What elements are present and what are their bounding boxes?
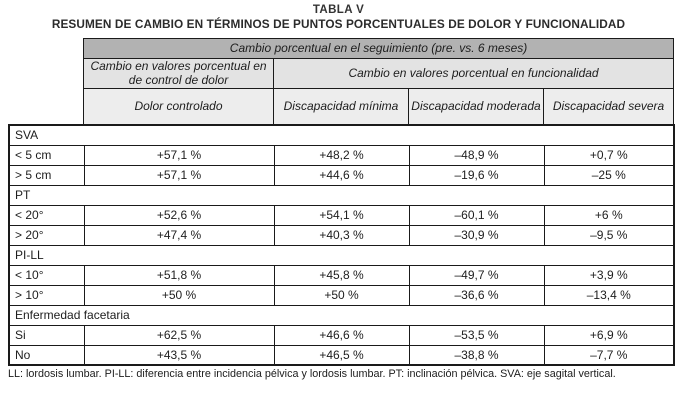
table-title: TABLA V [312, 4, 365, 16]
table-subtitle: RESUMEN DE CAMBIO EN TÉRMINOS DE PUNTOS … [51, 17, 626, 31]
value-cell: +43,5 % [83, 344, 275, 366]
value-cell: –53,5 % [408, 324, 545, 346]
section-row-pt: PT [8, 184, 675, 206]
header-top-cell: Cambio porcentual en el seguimiento (pre… [82, 38, 675, 59]
data-table: SVA < 5 cm +57,1 % +48,2 % –48,9 % +0,7 … [8, 124, 676, 366]
value-cell: –25 % [543, 164, 675, 186]
value-cell: +6 % [543, 204, 675, 226]
value-cell: +46,6 % [273, 324, 410, 346]
row-label-cell: No [8, 344, 85, 366]
data-row: > 5 cm +57,1 % +44,6 % –19,6 % –25 % [8, 164, 675, 186]
section-row-sva: SVA [8, 124, 675, 146]
col-header-discapacidad-minima: Discapacidad mínima [273, 88, 409, 125]
header-pain-group-cell: Cambio en valores porcentual en de contr… [83, 58, 274, 89]
data-row: < 10° +51,8 % +45,8 % –49,7 % +3,9 % [8, 264, 675, 286]
row-label-cell: > 5 cm [8, 164, 85, 186]
data-row: > 20° +47,4 % +40,3 % –30,9 % –9,5 % [8, 224, 675, 246]
value-cell: –19,6 % [408, 164, 545, 186]
row-label-cell: > 20° [8, 224, 85, 246]
section-label: PI-LL [8, 244, 675, 266]
value-cell: –49,7 % [408, 264, 545, 286]
value-cell: +3,9 % [543, 264, 675, 286]
value-cell: +47,4 % [83, 224, 275, 246]
section-label: SVA [8, 124, 675, 146]
data-row: > 10° +50 % +50 % –36,6 % –13,4 % [8, 284, 675, 306]
value-cell: +48,2 % [273, 144, 410, 166]
section-row-pill: PI-LL [8, 244, 675, 266]
col-header-discapacidad-moderada: Discapacidad moderada [408, 88, 544, 125]
value-cell: –60,1 % [408, 204, 545, 226]
header-row-columns: Dolor controlado Discapacidad mínima Dis… [83, 88, 675, 125]
value-cell: +57,1 % [83, 164, 275, 186]
value-cell: –7,7 % [543, 344, 675, 366]
value-cell: –38,8 % [408, 344, 545, 366]
header-row-top: Cambio porcentual en el seguimiento (pre… [82, 38, 675, 59]
table-footnote: LL: lordosis lumbar. PI-LL: diferencia e… [8, 368, 616, 380]
value-cell: +44,6 % [273, 164, 410, 186]
row-label-cell: < 5 cm [8, 144, 85, 166]
value-cell: +0,7 % [543, 144, 675, 166]
value-cell: +52,6 % [83, 204, 275, 226]
value-cell: –30,9 % [408, 224, 545, 246]
data-row: < 20° +52,6 % +54,1 % –60,1 % +6 % [8, 204, 675, 226]
row-label-cell: < 20° [8, 204, 85, 226]
value-cell: +45,8 % [273, 264, 410, 286]
value-cell: +46,5 % [273, 344, 410, 366]
data-row: Si +62,5 % +46,6 % –53,5 % +6,9 % [8, 324, 675, 346]
value-cell: –9,5 % [543, 224, 675, 246]
value-cell: +62,5 % [83, 324, 275, 346]
data-row: No +43,5 % +46,5 % –38,8 % –7,7 % [8, 344, 675, 366]
header-function-group-cell: Cambio en valores porcentual en funciona… [272, 58, 675, 89]
value-cell: +57,1 % [83, 144, 275, 166]
value-cell: –36,6 % [408, 284, 545, 306]
header-table: Cambio porcentual en el seguimiento (pre… [82, 38, 675, 125]
data-row: < 5 cm +57,1 % +48,2 % –48,9 % +0,7 % [8, 144, 675, 166]
row-label-cell: < 10° [8, 264, 85, 286]
header-row-groups: Cambio en valores porcentual en de contr… [83, 58, 675, 89]
value-cell: +6,9 % [543, 324, 675, 346]
section-label: Enfermedad facetaria [8, 304, 675, 326]
col-header-discapacidad-severa: Discapacidad severa [542, 88, 675, 125]
title-block: TABLA V RESUMEN DE CAMBIO EN TÉRMINOS DE… [0, 0, 677, 31]
value-cell: +50 % [83, 284, 275, 306]
section-row-facetaria: Enfermedad facetaria [8, 304, 675, 326]
section-label: PT [8, 184, 675, 206]
value-cell: +50 % [273, 284, 410, 306]
value-cell: +40,3 % [273, 224, 410, 246]
value-cell: –48,9 % [408, 144, 545, 166]
value-cell: +51,8 % [83, 264, 275, 286]
row-label-cell: > 10° [8, 284, 85, 306]
value-cell: +54,1 % [273, 204, 410, 226]
row-label-cell: Si [8, 324, 85, 346]
value-cell: –13,4 % [543, 284, 675, 306]
col-header-dolor-controlado: Dolor controlado [83, 88, 274, 125]
